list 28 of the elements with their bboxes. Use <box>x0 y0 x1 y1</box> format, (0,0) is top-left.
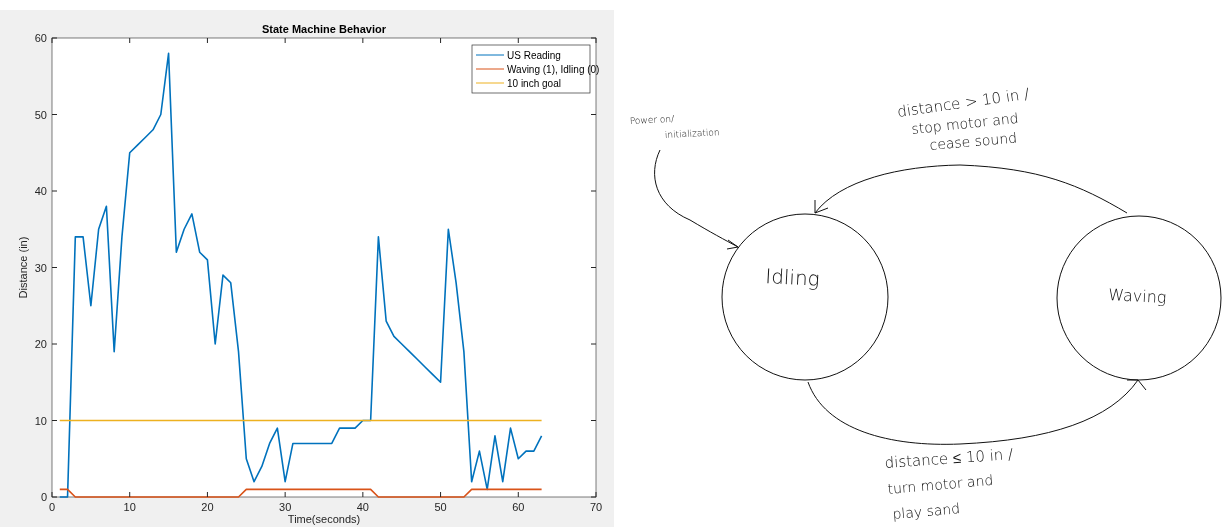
x-tick-label: 10 <box>123 501 136 513</box>
y-tick-label: 10 <box>34 414 47 427</box>
text: Idling <box>764 264 821 291</box>
y-tick-label: 50 <box>34 108 47 121</box>
y-tick-label: 20 <box>34 338 47 350</box>
text: turn motor and <box>886 471 994 497</box>
x-tick-label: 30 <box>279 501 292 513</box>
legend-label: 10 inch goal <box>507 78 561 89</box>
y-tick-label: 30 <box>34 261 47 274</box>
y-tick-label: 40 <box>34 185 47 197</box>
x-tick-label: 20 <box>201 501 214 513</box>
text: Power on/ <box>629 113 675 126</box>
y-tick-label: 60 <box>34 32 47 44</box>
x-tick-label: 50 <box>434 501 447 513</box>
x-tick-label: 70 <box>589 501 603 513</box>
legend-label: Waving (1), Idling (0) <box>507 64 600 75</box>
y-tick-label: 0 <box>40 491 47 503</box>
x-tick-label: 60 <box>512 501 525 513</box>
chart-title: State Machine Behavior <box>261 23 387 35</box>
x-tick-label: 40 <box>356 501 369 513</box>
text: initialization <box>664 127 720 140</box>
x-tick-label: 0 <box>48 501 56 513</box>
y-axis-title: Distance (in) <box>17 236 29 299</box>
x-axis-title: Time(seconds) <box>287 513 361 525</box>
legend-label: US Reading <box>507 50 561 61</box>
text: Waving <box>1107 285 1167 308</box>
text: distance ≤ 10 in / <box>884 445 1014 472</box>
text: play sand <box>891 500 961 522</box>
